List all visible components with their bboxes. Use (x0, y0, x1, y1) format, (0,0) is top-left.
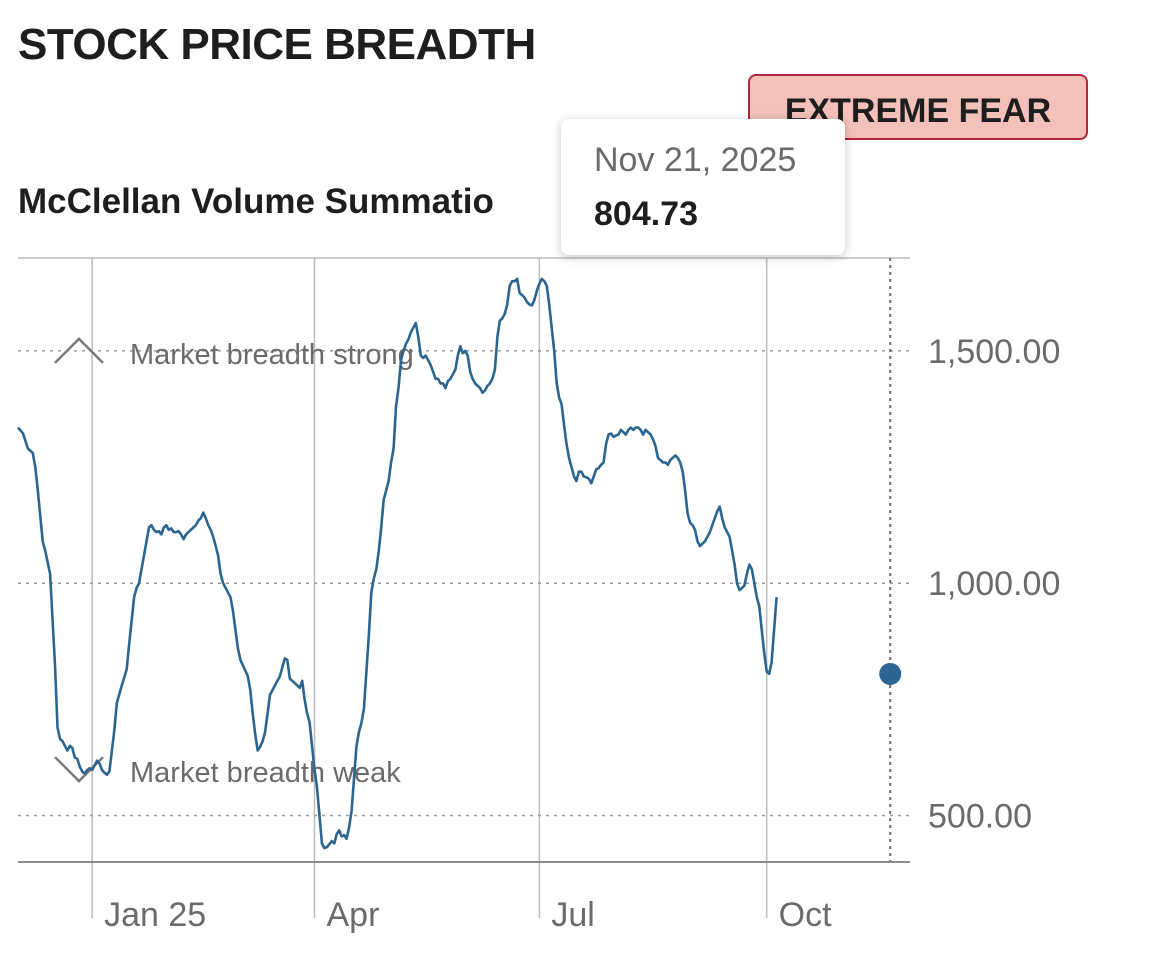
axis-layer: Jan 25 Apr Jul Oct 500.00 1,000.00 1,500.00 (18, 333, 1060, 934)
page-title: STOCK PRICE BREADTH (18, 20, 536, 69)
x-tick-label: Jan 25 (104, 896, 206, 934)
x-tick-label: Apr (327, 896, 380, 934)
grid-layer (18, 257, 910, 918)
tooltip-value: 804.73 (594, 195, 698, 233)
annotation-label: Market breadth weak (130, 757, 401, 789)
annotation-layer: Market breadth strong Market breadth weak (54, 337, 414, 789)
up-chevron-icon (54, 337, 104, 364)
highlight-point[interactable] (879, 662, 902, 685)
chart-title: McClellan Volume Summatio (18, 182, 494, 221)
y-tick-label: 500.00 (928, 798, 1032, 836)
annotation-label: Market breadth strong (130, 339, 414, 371)
tooltip-date: Nov 21, 2025 (594, 141, 797, 179)
tooltip: Nov 21, 2025 804.73 (561, 119, 845, 255)
y-tick-label: 1,000.00 (928, 565, 1060, 603)
series-line (17, 277, 778, 850)
y-tick-label: 1,500.00 (928, 333, 1060, 371)
x-tick-label: Oct (779, 896, 832, 934)
x-tick-label: Jul (551, 896, 594, 934)
